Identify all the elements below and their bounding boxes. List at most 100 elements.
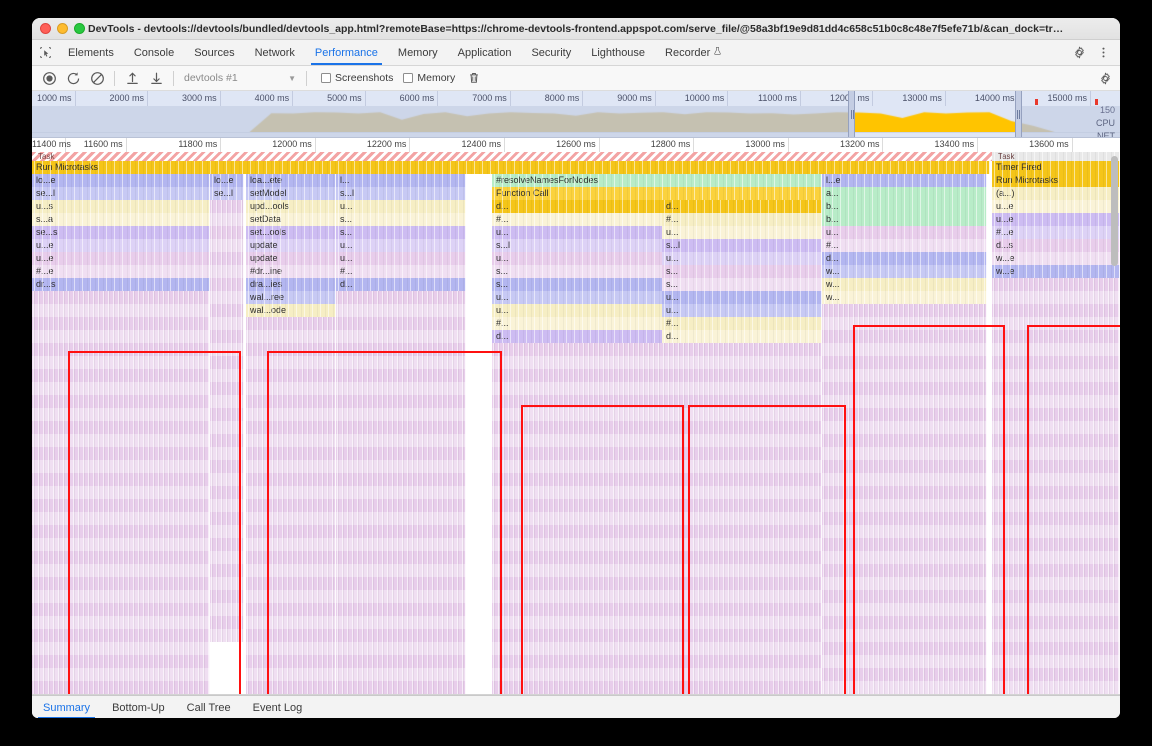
flame-bar-deep[interactable]: [246, 681, 336, 694]
flame-bar-col-c-3[interactable]: setData: [246, 213, 336, 226]
flame-bar-col-f-1[interactable]: #...: [662, 213, 822, 226]
flame-bar-deep[interactable]: [210, 421, 244, 434]
flame-bar-deep[interactable]: [246, 421, 336, 434]
flame-bar-deep[interactable]: [246, 473, 336, 486]
flame-bar-deep[interactable]: [32, 538, 210, 551]
flame-bar-deep[interactable]: [822, 616, 987, 629]
flame-chart-body[interactable]: Task Run Microtasks Task Timer Fired Run Mic…: [32, 152, 1120, 694]
flame-bar-deep[interactable]: [210, 486, 244, 499]
flame-bar-deep[interactable]: [246, 317, 336, 330]
flame-bar-deep[interactable]: [336, 668, 466, 681]
flame-bar-deep[interactable]: [32, 577, 210, 590]
flame-bar-col-h-6[interactable]: w...e: [992, 265, 1120, 278]
flame-bar-deep[interactable]: [992, 564, 1120, 577]
flame-bar-deep[interactable]: [992, 681, 1120, 694]
flame-bar-deep[interactable]: [32, 564, 210, 577]
flame-bar-col-g-0[interactable]: l...e: [822, 174, 987, 187]
flame-bar-deep[interactable]: [336, 395, 466, 408]
flame-bar-deep[interactable]: [336, 304, 466, 317]
flame-bar-deep[interactable]: [210, 499, 244, 512]
flame-bar-deep[interactable]: [32, 551, 210, 564]
flame-bar-deep[interactable]: [246, 603, 336, 616]
flame-bar-col-g-8[interactable]: w...: [822, 278, 987, 291]
flame-bar-deep[interactable]: [992, 525, 1120, 538]
flame-bar-deep[interactable]: [210, 603, 244, 616]
flame-bar-deep[interactable]: [822, 694, 987, 695]
flame-bar-deep[interactable]: [336, 681, 466, 694]
recording-select[interactable]: devtools #1 ▼: [180, 69, 300, 87]
flame-bar-deep[interactable]: [32, 369, 210, 382]
flame-bar-deep[interactable]: [992, 486, 1120, 499]
flame-bar-deep[interactable]: [992, 642, 1120, 655]
flame-bar-col-d-0[interactable]: l...: [336, 174, 466, 187]
flame-bar-deep[interactable]: [992, 460, 1120, 473]
overview-window-right-handle[interactable]: [1014, 91, 1022, 137]
flame-bar-deep[interactable]: [246, 590, 336, 603]
flame-bar-deep[interactable]: [210, 304, 244, 317]
tab-lighthouse[interactable]: Lighthouse: [581, 40, 655, 65]
flame-bar-deep[interactable]: [246, 668, 336, 681]
flame-bar-col-d-4[interactable]: s...: [336, 226, 466, 239]
flame-bar-deep[interactable]: [992, 551, 1120, 564]
flame-bar-deep[interactable]: [32, 408, 210, 421]
flame-bar-deep[interactable]: [822, 590, 987, 603]
flame-bar-deep[interactable]: [246, 564, 336, 577]
flame-bar-deep[interactable]: [32, 473, 210, 486]
flame-bar-deep[interactable]: [336, 590, 466, 603]
reload-and-record-button[interactable]: [62, 67, 84, 89]
flame-bar-col-a-7[interactable]: #...e: [32, 265, 210, 278]
flame-bar-deep[interactable]: [336, 421, 466, 434]
flame-bar-deep[interactable]: [992, 538, 1120, 551]
flame-bar-deep[interactable]: [32, 317, 210, 330]
flame-bar-deep[interactable]: [336, 616, 466, 629]
flame-bar-deep[interactable]: [210, 577, 244, 590]
flame-bar-deep[interactable]: [992, 629, 1120, 642]
flame-bar-col-f-5[interactable]: s...: [662, 265, 822, 278]
timeline-overview[interactable]: 1000 ms 2000 ms 3000 ms 4000 ms 5000 ms 6000 …: [32, 91, 1120, 138]
flame-bar-deep[interactable]: [662, 499, 822, 512]
flame-bar-col-c-10[interactable]: wal...ode: [246, 304, 336, 317]
flame-bar-col-h-4[interactable]: d...s: [992, 239, 1120, 252]
save-profile-icon[interactable]: [145, 67, 167, 89]
flame-bar-deep[interactable]: [32, 304, 210, 317]
flame-bar-deep[interactable]: [246, 434, 336, 447]
tab-network[interactable]: Network: [245, 40, 305, 65]
flame-bar-deep[interactable]: [32, 642, 210, 655]
flame-bar-deep[interactable]: [992, 668, 1120, 681]
flame-bar-col-b-0[interactable]: lo...e: [210, 174, 244, 187]
flame-bar-col-f-7[interactable]: u...: [662, 291, 822, 304]
flame-bar-deep[interactable]: [992, 330, 1120, 343]
flame-bar-col-a-6[interactable]: u...e: [32, 252, 210, 265]
tab-application[interactable]: Application: [448, 40, 522, 65]
flame-bar-deep[interactable]: [210, 590, 244, 603]
flame-bar-deep[interactable]: [246, 460, 336, 473]
flame-bar-deep[interactable]: [210, 473, 244, 486]
flame-bar-deep[interactable]: [246, 694, 336, 695]
flame-bar-deep[interactable]: [492, 694, 822, 695]
flame-bar-deep[interactable]: [210, 330, 244, 343]
flame-bar-deep[interactable]: [246, 486, 336, 499]
flame-bar-deep[interactable]: [822, 317, 987, 330]
flame-bar-deep[interactable]: [246, 382, 336, 395]
flame-bar-deep[interactable]: [662, 616, 822, 629]
flame-bar-col-a-4[interactable]: se...s: [32, 226, 210, 239]
flame-bar-deep[interactable]: [992, 499, 1120, 512]
flame-bar-deep[interactable]: [336, 486, 466, 499]
flame-bar-deep[interactable]: [210, 564, 244, 577]
flame-bar-deep[interactable]: [210, 213, 244, 226]
flame-bar-deep[interactable]: [822, 538, 987, 551]
flame-bar-deep[interactable]: [246, 343, 336, 356]
flame-bar-col-f-2[interactable]: u...: [662, 226, 822, 239]
flame-bar-col-f-3[interactable]: s...l: [662, 239, 822, 252]
flame-bar-deep[interactable]: [336, 538, 466, 551]
flame-bar-deep[interactable]: [32, 616, 210, 629]
flame-bar-deep[interactable]: [32, 655, 210, 668]
flame-bar-col-f-6[interactable]: s...: [662, 278, 822, 291]
flame-bar-deep[interactable]: [336, 382, 466, 395]
kebab-menu-icon[interactable]: [1092, 42, 1114, 64]
flame-bar-col-a-8[interactable]: dr...s: [32, 278, 210, 291]
flame-bar-deep[interactable]: [336, 291, 466, 304]
screenshots-checkbox[interactable]: Screenshots: [321, 72, 393, 84]
flame-bar-deep[interactable]: [662, 603, 822, 616]
flame-bar-deep[interactable]: [246, 356, 336, 369]
